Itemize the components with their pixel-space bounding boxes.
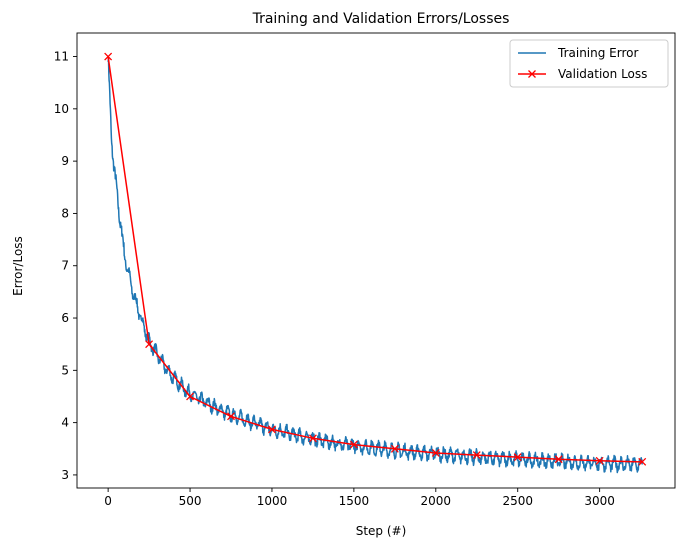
validation-loss-marker	[349, 440, 358, 449]
x-tick-label: 2500	[502, 494, 533, 508]
plot-area	[76, 32, 676, 489]
x-axis-ticks: 0 500 1000 1500 2000 2500 3000	[104, 488, 615, 508]
y-axis-ticks: 3 4 5 6 7 8 9 10 11	[54, 50, 77, 482]
y-tick-label: 10	[54, 102, 69, 116]
x-tick-label: 0	[104, 494, 112, 508]
legend: Training Error Validation Loss	[509, 39, 669, 88]
validation-loss-marker	[308, 434, 317, 443]
legend-box	[509, 39, 669, 88]
legend-label: Validation Loss	[558, 67, 647, 81]
validation-loss-marker	[268, 425, 276, 434]
y-tick-label: 4	[61, 416, 69, 430]
x-tick-label: 1500	[339, 494, 370, 508]
validation-loss-marker	[638, 457, 647, 466]
validation-loss-marker	[145, 340, 154, 349]
y-tick-label: 6	[61, 311, 69, 325]
validation-loss-marker	[186, 392, 195, 401]
y-tick-label: 11	[54, 50, 69, 64]
legend-label: Training Error	[557, 46, 638, 60]
validation-loss-marker	[595, 456, 604, 465]
y-tick-label: 5	[61, 363, 69, 377]
y-tick-label: 9	[61, 154, 69, 168]
x-tick-label: 3000	[584, 494, 615, 508]
validation-loss-marker	[227, 412, 235, 421]
training-error-line	[107, 58, 643, 474]
validation-loss-marker	[513, 453, 522, 462]
x-axis-label: Step (#)	[356, 524, 407, 538]
axes-frame	[76, 32, 676, 489]
y-tick-label: 7	[61, 259, 69, 273]
y-tick-label: 3	[61, 468, 69, 482]
validation-loss-marker	[431, 449, 440, 457]
validation-loss-marker	[390, 444, 399, 453]
validation-loss-marker	[554, 455, 563, 464]
validation-loss-line	[107, 56, 643, 463]
chart-title: Training and Validation Errors/Losses	[252, 11, 510, 27]
y-tick-label: 8	[61, 206, 69, 220]
validation-loss-marker	[104, 52, 113, 61]
x-tick-label: 500	[179, 494, 202, 508]
x-tick-label: 1000	[257, 494, 288, 508]
y-axis-label: Error/Loss	[11, 236, 25, 296]
x-tick-label: 2000	[421, 494, 452, 508]
validation-loss-marker	[472, 451, 481, 460]
legend-marker	[528, 70, 536, 78]
